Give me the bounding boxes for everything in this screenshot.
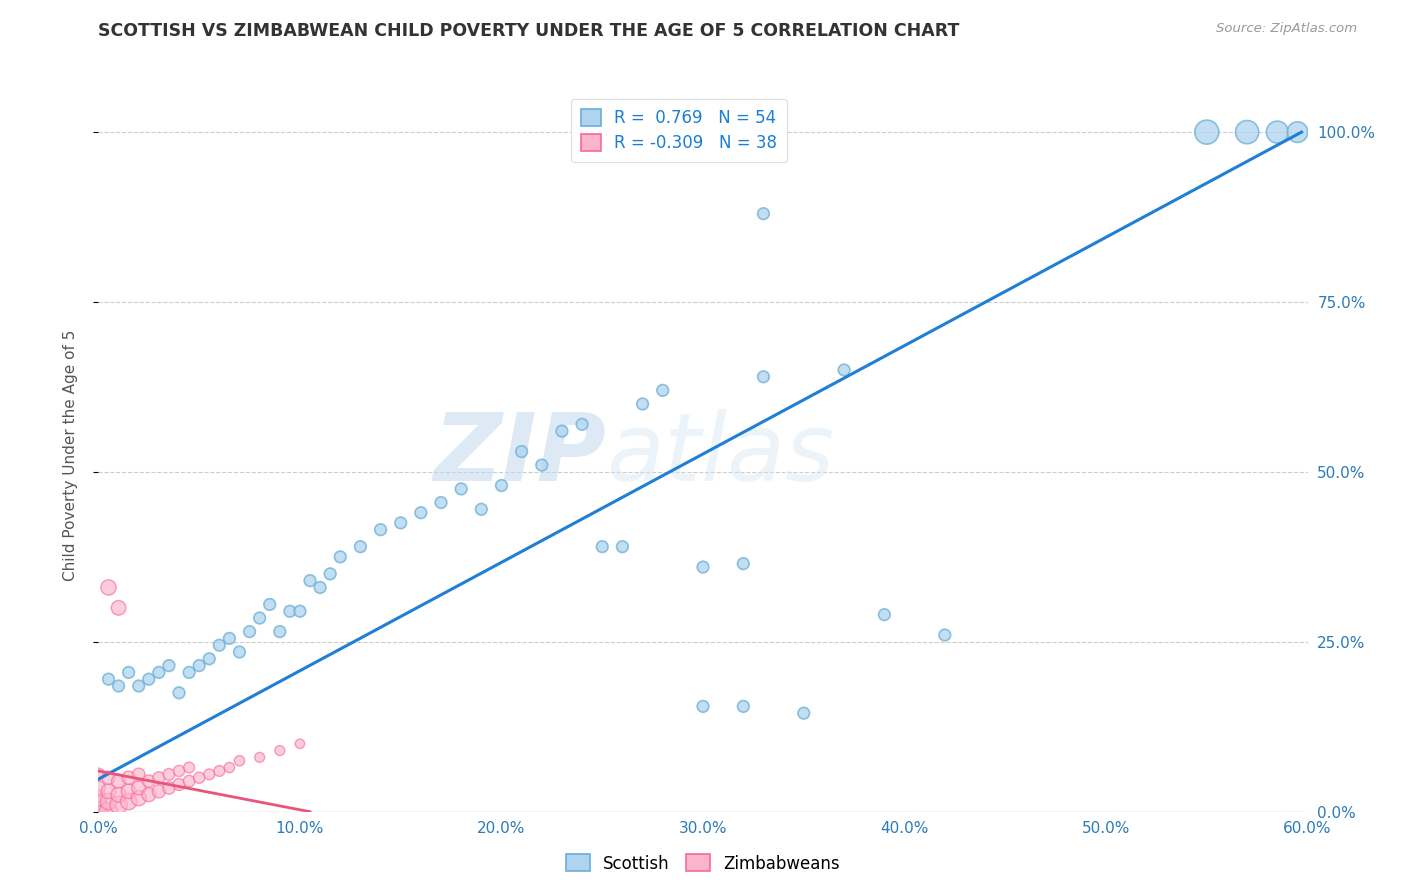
Legend: Scottish, Zimbabweans: Scottish, Zimbabweans — [560, 847, 846, 880]
Point — [179, 774, 201, 789]
Point — [249, 750, 271, 764]
Point — [107, 788, 129, 802]
Point — [329, 549, 352, 564]
Point — [1195, 125, 1218, 139]
Point — [128, 791, 150, 805]
Point — [510, 444, 533, 458]
Point — [409, 506, 432, 520]
Point — [118, 665, 141, 680]
Point — [167, 686, 190, 700]
Point — [934, 628, 956, 642]
Point — [148, 665, 170, 680]
Point — [218, 632, 240, 646]
Point — [138, 788, 160, 802]
Point — [97, 672, 120, 686]
Point — [107, 679, 129, 693]
Point — [692, 699, 714, 714]
Point — [107, 600, 129, 615]
Point — [752, 369, 775, 384]
Point — [179, 665, 201, 680]
Point — [148, 771, 170, 785]
Point — [239, 624, 262, 639]
Point — [591, 540, 613, 554]
Point — [259, 598, 281, 612]
Point — [612, 540, 634, 554]
Point — [1267, 125, 1289, 139]
Point — [1286, 125, 1309, 139]
Point — [430, 495, 453, 509]
Point — [530, 458, 553, 472]
Point — [87, 767, 110, 781]
Text: atlas: atlas — [606, 409, 835, 500]
Point — [97, 581, 120, 595]
Text: Source: ZipAtlas.com: Source: ZipAtlas.com — [1216, 22, 1357, 36]
Point — [349, 540, 371, 554]
Point — [793, 706, 815, 721]
Point — [107, 774, 129, 789]
Point — [107, 797, 129, 812]
Point — [651, 384, 673, 398]
Point — [309, 581, 332, 595]
Point — [167, 764, 190, 778]
Point — [228, 754, 250, 768]
Point — [269, 624, 291, 639]
Text: ZIP: ZIP — [433, 409, 606, 501]
Point — [179, 760, 201, 774]
Point — [832, 363, 855, 377]
Point — [128, 780, 150, 795]
Point — [733, 699, 755, 714]
Point — [97, 805, 120, 819]
Point — [1236, 125, 1258, 139]
Point — [128, 767, 150, 781]
Point — [87, 805, 110, 819]
Point — [208, 638, 231, 652]
Legend: R =  0.769   N = 54, R = -0.309   N = 38: R = 0.769 N = 54, R = -0.309 N = 38 — [571, 99, 787, 162]
Point — [208, 764, 231, 778]
Point — [389, 516, 412, 530]
Point — [470, 502, 492, 516]
Point — [87, 780, 110, 795]
Point — [157, 658, 180, 673]
Point — [97, 771, 120, 785]
Point — [218, 760, 240, 774]
Point — [148, 784, 170, 798]
Point — [228, 645, 250, 659]
Point — [157, 780, 180, 795]
Point — [198, 767, 221, 781]
Point — [288, 604, 311, 618]
Point — [249, 611, 271, 625]
Point — [97, 795, 120, 809]
Point — [118, 771, 141, 785]
Point — [167, 778, 190, 792]
Point — [319, 566, 342, 581]
Point — [118, 784, 141, 798]
Point — [299, 574, 322, 588]
Point — [278, 604, 301, 618]
Point — [138, 774, 160, 789]
Point — [571, 417, 593, 432]
Y-axis label: Child Poverty Under the Age of 5: Child Poverty Under the Age of 5 — [63, 329, 77, 581]
Point — [491, 478, 513, 492]
Point — [873, 607, 896, 622]
Point — [198, 652, 221, 666]
Point — [97, 784, 120, 798]
Point — [188, 658, 211, 673]
Point — [551, 424, 574, 438]
Point — [188, 771, 211, 785]
Point — [450, 482, 472, 496]
Text: SCOTTISH VS ZIMBABWEAN CHILD POVERTY UNDER THE AGE OF 5 CORRELATION CHART: SCOTTISH VS ZIMBABWEAN CHILD POVERTY UND… — [98, 22, 960, 40]
Point — [631, 397, 654, 411]
Point — [692, 560, 714, 574]
Point — [733, 557, 755, 571]
Point — [87, 797, 110, 812]
Point — [87, 791, 110, 805]
Point — [118, 795, 141, 809]
Point — [138, 672, 160, 686]
Point — [128, 679, 150, 693]
Point — [288, 737, 311, 751]
Point — [157, 767, 180, 781]
Point — [752, 207, 775, 221]
Point — [269, 743, 291, 757]
Point — [370, 523, 392, 537]
